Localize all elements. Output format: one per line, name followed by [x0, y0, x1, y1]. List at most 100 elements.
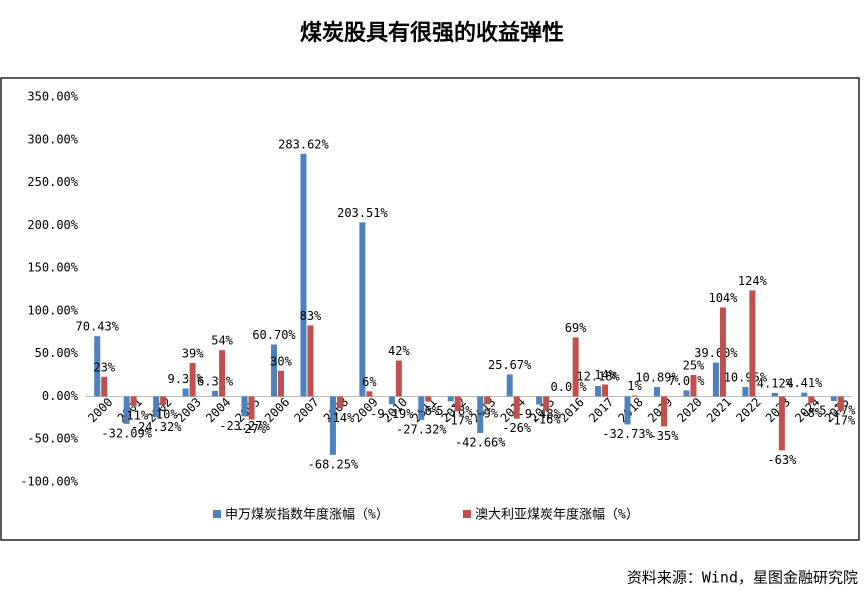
- bar: [183, 388, 189, 396]
- bar: [101, 377, 107, 397]
- value-label: 70.43%: [76, 320, 120, 334]
- value-label: 42%: [388, 344, 410, 358]
- bar: [300, 154, 306, 397]
- y-tick-label: 200.00%: [27, 218, 78, 232]
- value-label: 14%: [594, 368, 616, 382]
- legend-swatch: [213, 510, 221, 518]
- y-tick-label: 100.00%: [27, 303, 78, 317]
- value-label: 6.35%: [197, 375, 234, 389]
- bar: [389, 396, 395, 404]
- bar: [307, 325, 313, 396]
- value-label: -24.32%: [131, 420, 182, 434]
- bar: [271, 345, 277, 397]
- x-tick-label: 2018: [616, 395, 646, 425]
- bar: [625, 396, 631, 424]
- value-label: -63%: [767, 453, 797, 467]
- value-label: -27%: [237, 422, 267, 436]
- bar: [131, 396, 137, 405]
- bar: [448, 396, 454, 401]
- bar: [212, 391, 218, 396]
- bar: [749, 290, 755, 396]
- y-tick-label: 0.00%: [42, 389, 79, 403]
- value-label: 30%: [270, 354, 292, 368]
- value-label: 39%: [182, 347, 204, 361]
- bar: [595, 386, 601, 396]
- bar: [337, 396, 343, 408]
- value-label: 104%: [708, 291, 738, 305]
- value-label: 23%: [93, 360, 115, 374]
- x-tick-label: 2016: [557, 395, 587, 425]
- x-tick-label: 2003: [174, 395, 204, 425]
- value-label: -68.25%: [308, 457, 359, 471]
- value-label: 25.67%: [488, 358, 532, 372]
- value-label: -35%: [650, 429, 680, 443]
- x-tick-label: 2017: [586, 395, 616, 425]
- bar: [359, 222, 365, 396]
- bar: [838, 396, 844, 411]
- value-label: -9%: [476, 407, 498, 421]
- x-tick-label: 2019: [645, 395, 675, 425]
- value-label: 7.05%: [668, 374, 705, 388]
- value-label: 124%: [738, 274, 768, 288]
- bar: [683, 390, 689, 396]
- y-tick-label: -100.00%: [20, 475, 79, 489]
- bar: [190, 363, 196, 396]
- bar: [690, 375, 696, 396]
- bar: [632, 396, 638, 397]
- bar: [425, 396, 431, 401]
- bar: [536, 396, 542, 404]
- chart-title: 煤炭股具有很强的收益弹性: [300, 20, 564, 46]
- legend-label: 澳大利亚煤炭年度涨幅（%）: [475, 507, 639, 523]
- bar: [573, 337, 579, 396]
- y-tick-label: -50.00%: [27, 432, 78, 446]
- value-label: -27.32%: [396, 422, 447, 436]
- bar: [779, 396, 785, 450]
- x-tick-label: 2020: [674, 395, 704, 425]
- value-label: -26%: [502, 421, 532, 435]
- bar: [713, 363, 719, 397]
- x-tick-label: 2007: [291, 395, 321, 425]
- bar: [507, 374, 513, 396]
- bar: [742, 387, 748, 396]
- bar: [831, 396, 837, 401]
- bar: [484, 396, 490, 404]
- bar: [808, 396, 814, 403]
- value-label: 25%: [683, 359, 705, 373]
- value-label: 283.62%: [278, 137, 329, 151]
- bar: [661, 396, 667, 426]
- value-label: -14%: [325, 411, 355, 425]
- legend-label: 申万煤炭指数年度涨幅（%）: [225, 507, 389, 523]
- value-label: 69%: [565, 321, 587, 335]
- y-tick-label: 250.00%: [27, 175, 78, 189]
- x-tick-label: 2021: [704, 395, 734, 425]
- y-tick-label: 50.00%: [35, 346, 79, 360]
- value-label: 203.51%: [337, 206, 388, 220]
- value-label: 4.41%: [786, 376, 823, 390]
- chart-frame: [1, 78, 859, 540]
- value-label: 60.70%: [252, 328, 296, 342]
- value-label: 54%: [211, 334, 233, 348]
- bar: [160, 396, 166, 405]
- value-label: -32.73%: [602, 427, 653, 441]
- x-tick-label: 2023: [763, 395, 793, 425]
- bar: [219, 350, 225, 396]
- value-label: -17%: [826, 413, 856, 427]
- bar: [242, 396, 248, 416]
- value-label: 6%: [362, 375, 377, 389]
- value-label: -9.19%: [370, 407, 414, 421]
- x-tick-label: 2000: [85, 395, 115, 425]
- source-note: 资料来源：Wind，星图金融研究院: [627, 569, 858, 587]
- x-tick-label: 2022: [733, 395, 763, 425]
- bar: [654, 387, 660, 396]
- bar: [330, 396, 336, 454]
- bar: [396, 361, 402, 397]
- bar: [772, 393, 778, 397]
- value-label: 39.60%: [694, 346, 738, 360]
- legend-swatch: [463, 510, 471, 518]
- y-tick-label: 350.00%: [27, 90, 78, 104]
- bar: [455, 396, 461, 411]
- bar: [801, 393, 807, 397]
- bar: [249, 396, 255, 419]
- bar: [278, 371, 284, 397]
